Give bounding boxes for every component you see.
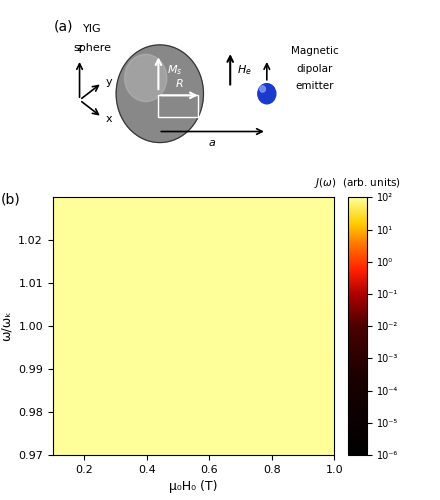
- Circle shape: [258, 84, 276, 104]
- Text: $M_s$: $M_s$: [167, 63, 182, 77]
- Text: $H_e$: $H_e$: [237, 63, 252, 77]
- Text: x: x: [106, 114, 112, 124]
- Text: dipolar: dipolar: [297, 64, 333, 74]
- Text: Magnetic: Magnetic: [291, 46, 338, 56]
- Text: sphere: sphere: [73, 44, 111, 54]
- Text: (b): (b): [1, 192, 20, 206]
- X-axis label: μ₀H₀ (T): μ₀H₀ (T): [169, 480, 218, 494]
- Text: (a): (a): [53, 20, 73, 34]
- Text: $J(\omega)$  (arb. units): $J(\omega)$ (arb. units): [314, 176, 401, 190]
- Text: YIG: YIG: [83, 24, 102, 34]
- Text: z: z: [77, 44, 82, 54]
- Circle shape: [260, 86, 265, 92]
- Circle shape: [125, 54, 167, 102]
- Text: y: y: [106, 77, 112, 87]
- Bar: [158, 96, 198, 118]
- Text: $R$: $R$: [175, 77, 184, 89]
- Text: emitter: emitter: [295, 81, 334, 91]
- Circle shape: [116, 45, 203, 142]
- Text: $a$: $a$: [208, 138, 216, 148]
- Y-axis label: ω/ωₖ: ω/ωₖ: [0, 311, 13, 342]
